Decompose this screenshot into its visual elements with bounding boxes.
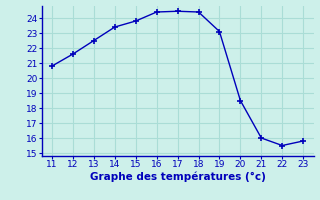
X-axis label: Graphe des températures (°c): Graphe des températures (°c) — [90, 172, 266, 182]
